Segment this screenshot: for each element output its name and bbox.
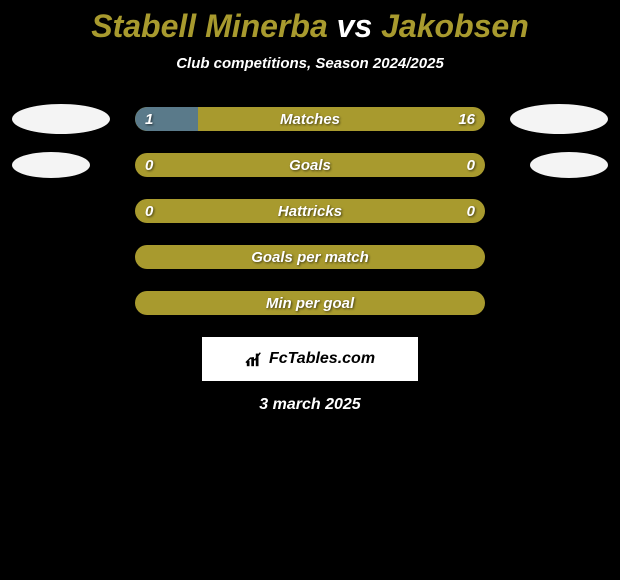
player2-name: Jakobsen <box>381 8 529 44</box>
stat-value-player2: 0 <box>467 203 475 220</box>
stat-value-player1: 1 <box>145 111 153 128</box>
chart-date: 3 march 2025 <box>0 396 620 414</box>
logo-box: FcTables.com <box>202 337 418 381</box>
stat-row: Goals per match <box>0 245 620 269</box>
vs-text: vs <box>328 8 381 44</box>
stat-label: Goals per match <box>135 249 485 266</box>
player1-badge <box>12 152 90 178</box>
stat-value-player2: 16 <box>458 111 475 128</box>
stat-label: Goals <box>135 157 485 174</box>
player2-badge <box>510 104 608 134</box>
stat-row: Min per goal <box>0 291 620 315</box>
stat-label: Matches <box>135 111 485 128</box>
logo-text: FcTables.com <box>269 350 375 368</box>
stat-row: Goals0 0 <box>0 153 620 177</box>
stat-row: Matches1 16 <box>0 107 620 131</box>
stat-value-player1: 0 <box>145 203 153 220</box>
bar-chart-icon <box>245 350 263 368</box>
stat-bar: Goals0 0 <box>135 153 485 177</box>
bars-container: Matches116Goals00Hattricks00Goals per ma… <box>0 107 620 315</box>
comparison-chart: Stabell Minerba vs Jakobsen Club competi… <box>0 0 620 414</box>
stat-value-player2: 0 <box>467 157 475 174</box>
stat-label: Min per goal <box>135 295 485 312</box>
player1-name: Stabell Minerba <box>91 8 328 44</box>
stat-value-player1: 0 <box>145 157 153 174</box>
player2-badge <box>530 152 608 178</box>
stat-label: Hattricks <box>135 203 485 220</box>
chart-subtitle: Club competitions, Season 2024/2025 <box>0 55 620 72</box>
stat-bar: Matches1 16 <box>135 107 485 131</box>
player1-badge <box>12 104 110 134</box>
stat-bar: Min per goal <box>135 291 485 315</box>
stat-bar: Goals per match <box>135 245 485 269</box>
stat-row: Hattricks0 0 <box>0 199 620 223</box>
stat-bar: Hattricks0 0 <box>135 199 485 223</box>
chart-title: Stabell Minerba vs Jakobsen <box>0 8 620 45</box>
